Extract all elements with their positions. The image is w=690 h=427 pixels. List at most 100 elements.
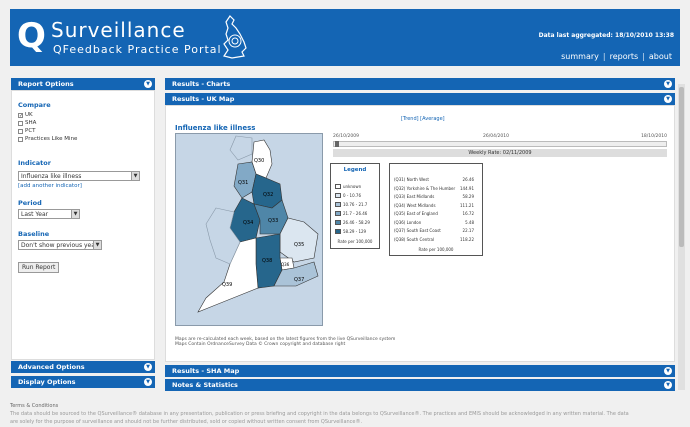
expand-icon[interactable]: ▼ [144, 363, 152, 371]
map-label-q36: Q36 [281, 262, 290, 267]
rate-row: (Q32) Yorkshire & The Humber 144.91 [394, 186, 480, 191]
rate-row: (Q31) North West 26.46 [394, 177, 480, 182]
compare-sha[interactable]: SHA [18, 120, 36, 126]
legend-title: Legend [343, 167, 367, 173]
collapse-icon[interactable]: ▼ [664, 95, 672, 103]
expand-icon[interactable]: ▼ [664, 367, 672, 375]
add-indicator-link[interactable]: [add another indicator] [18, 183, 82, 189]
display-options-header[interactable]: Display Options ▼ [11, 376, 155, 388]
region-rate: 58.29 [462, 194, 474, 199]
chevron-down-icon[interactable]: ▼ [131, 172, 139, 180]
compare-uk[interactable]: ✓ UK [18, 112, 33, 118]
legend-label: 21.7 - 26.46 [343, 211, 368, 216]
checkbox-label: PCT [25, 128, 36, 134]
map-label-q33: Q33 [268, 218, 278, 224]
checkbox[interactable]: ✓ [18, 112, 24, 119]
period-value: Last Year [21, 211, 49, 218]
top-nav: summary | reports | about [561, 52, 672, 61]
nav-separator: | [642, 52, 645, 61]
report-options-panel: Compare ✓ UK SHA PCT Practices Like Mine … [11, 90, 155, 360]
report-options-title: Report Options [18, 80, 74, 88]
rates-footer: Rate per 100,000 [418, 247, 454, 252]
legend-label: 0 - 10.76 [343, 193, 361, 198]
notes-statistics-header[interactable]: Notes & Statistics ▼ [165, 379, 675, 391]
region-name: (Q34) West Midlands [394, 202, 436, 208]
compare-pct[interactable]: PCT [18, 128, 36, 134]
indicator-value: Influenza like illness [21, 173, 82, 180]
nav-about[interactable]: about [648, 52, 672, 61]
baseline-select[interactable]: Don't show previous year ▼ [18, 240, 102, 250]
rate-row: (Q34) West Midlands 111.21 [394, 203, 480, 208]
region-name: (Q32) Yorkshire & The Humber [394, 185, 456, 191]
advanced-options-title: Advanced Options [18, 363, 85, 371]
legend-swatch [335, 220, 341, 225]
timeline-mid: 26/04/2010 [483, 134, 509, 139]
indicator-select[interactable]: Influenza like illness ▼ [18, 171, 140, 181]
expand-icon[interactable]: ▼ [664, 80, 672, 88]
rate-row: (Q33) East Midlands 58.29 [394, 194, 480, 199]
scroll-thumb[interactable] [679, 87, 684, 247]
map-label-q38: Q38 [262, 258, 272, 264]
region-rates-table: (Q31) North West 26.46 (Q32) Yorkshire & T… [389, 163, 483, 256]
results-uk-map-header[interactable]: Results - UK Map ▼ [165, 93, 675, 105]
results-sha-map-title: Results - SHA Map [172, 367, 240, 375]
results-sha-map-header[interactable]: Results - SHA Map ▼ [165, 365, 675, 377]
england-map: Q30 Q31 Q32 Q33 Q34 Q35 Q36 Q37 Q38 Q39 [197, 135, 319, 313]
map-label-q32: Q32 [263, 192, 273, 198]
display-options-title: Display Options [18, 378, 76, 386]
region-rate: 26.46 [462, 177, 474, 182]
region-name: (Q37) South East Coast [394, 228, 441, 233]
map-note: Maps are re-calculated each week, based … [175, 337, 395, 347]
report-options-header[interactable]: Report Options ▼ [11, 78, 155, 90]
map-label-q39: Q39 [222, 282, 232, 288]
region-q32 [251, 173, 283, 209]
run-report-button[interactable]: Run Report [18, 262, 60, 273]
map-label-q37: Q37 [294, 277, 304, 283]
period-select[interactable]: Last Year ▼ [18, 209, 80, 219]
nav-summary[interactable]: summary [561, 52, 599, 61]
legend-item: 0 - 10.76 [335, 193, 361, 198]
checkbox-label: UK [25, 112, 33, 118]
legend-label: unknown [343, 184, 362, 189]
legend-item: 21.7 - 26.46 [335, 211, 367, 216]
checkbox-label: SHA [25, 120, 37, 126]
rate-row: (Q36) London 5.48 [394, 220, 480, 225]
chevron-down-icon[interactable]: ▼ [71, 210, 79, 218]
expand-icon[interactable]: ▼ [664, 381, 672, 389]
legend-item: 26.46 - 58.29 [335, 220, 370, 225]
legend-item: 58.29 - 129 [335, 229, 366, 234]
checkbox[interactable] [18, 120, 23, 126]
expand-icon[interactable]: ▼ [144, 378, 152, 386]
uk-map[interactable]: Q30 Q31 Q32 Q33 Q34 Q35 Q36 Q37 Q38 Q39 [175, 133, 323, 326]
timeline-start: 26/10/2009 [333, 134, 359, 139]
compare-practices[interactable]: Practices Like Mine [18, 136, 77, 142]
logo-q: Q [17, 16, 46, 56]
legend-item: 10.76 - 21.7 [335, 202, 367, 207]
site-header: Q Surveillance QFeedback Practice Portal… [10, 9, 680, 66]
legend-swatch [335, 193, 341, 198]
legend-swatch [335, 202, 341, 207]
region-rate: 111.21 [460, 202, 474, 208]
checkbox[interactable] [18, 136, 23, 142]
page-scrollbar[interactable] [678, 84, 685, 390]
checkbox[interactable] [18, 128, 23, 134]
region-name: (Q35) East of England [394, 211, 438, 216]
collapse-icon[interactable]: ▼ [144, 80, 152, 88]
region-rate: 22.17 [462, 228, 474, 233]
region-q37 [273, 261, 319, 287]
week-slider[interactable] [333, 141, 667, 147]
results-charts-header[interactable]: Results - Charts ▼ [165, 78, 675, 90]
legend-swatch [335, 184, 341, 189]
slider-handle[interactable] [335, 141, 339, 147]
legend-label: 58.29 - 129 [343, 229, 367, 234]
region-rate: 5.48 [465, 219, 474, 225]
region-rate: 16.72 [462, 211, 474, 216]
nav-reports[interactable]: reports [609, 52, 639, 61]
trend-average-links[interactable]: [Trend] [Average] [401, 116, 445, 122]
logo-title: Surveillance [51, 18, 186, 42]
map-label-q34: Q34 [243, 220, 253, 226]
advanced-options-header[interactable]: Advanced Options ▼ [11, 361, 155, 373]
chevron-down-icon[interactable]: ▼ [93, 241, 101, 249]
legend-label: 26.46 - 58.29 [343, 220, 370, 225]
